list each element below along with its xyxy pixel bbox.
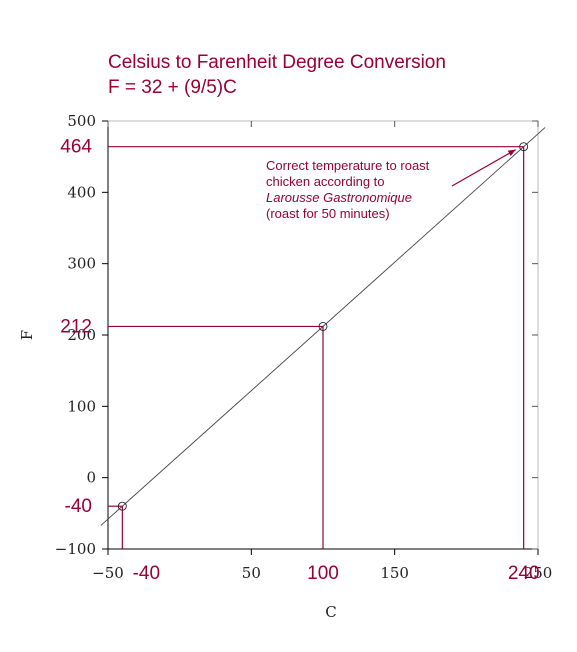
chart-formula: F = 32 + (9/5)C [108, 77, 237, 98]
y-tick-label: 200 [67, 326, 96, 344]
y-tick-label: 400 [67, 183, 96, 201]
f-value-label: -40 [65, 496, 92, 517]
annotation-line: Larousse Gastronomique [266, 190, 412, 205]
y-axis-title: F [18, 330, 36, 340]
x-tick-label: −50 [92, 564, 124, 582]
x-tick-label: 50 [242, 564, 261, 582]
f-value-label: 464 [60, 137, 92, 158]
data-point [519, 142, 529, 152]
annotation-line: (roast for 50 minutes) [266, 206, 390, 221]
x-axis-title: C [325, 603, 336, 621]
y-tick-label: 300 [67, 255, 96, 273]
y-tick-label: 100 [67, 397, 96, 415]
y-tick-label: −100 [55, 540, 96, 558]
annotation-line: chicken according to [266, 174, 385, 189]
c-value-label: 240 [508, 563, 540, 584]
chart-title: Celsius to Farenheit Degree Conversion [108, 52, 446, 73]
annotation-line: Correct temperature to roast [266, 158, 430, 173]
c-value-label: 100 [307, 563, 339, 584]
annotation-arrowhead [507, 149, 516, 157]
data-point [117, 501, 127, 511]
data-point [318, 321, 328, 331]
annotation-arrow [451, 149, 516, 187]
y-tick-label: 0 [86, 469, 96, 487]
x-tick-label: 250 [524, 564, 553, 582]
f-value-label: 212 [60, 316, 92, 337]
y-tick-label: 500 [67, 112, 96, 130]
x-tick-label: 150 [380, 564, 409, 582]
c-value-label: -40 [133, 563, 160, 584]
